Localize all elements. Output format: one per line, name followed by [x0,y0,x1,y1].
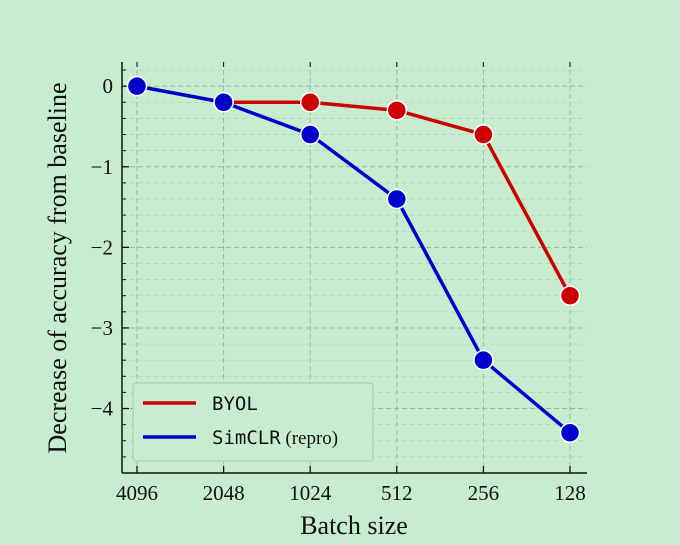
y-tick-label: −3 [91,316,113,340]
y-axis-title: Decrease of accuracy from baseline [43,83,72,454]
data-point [559,422,581,443]
x-tick-label: 128 [554,481,586,505]
series-line [136,84,572,435]
legend: BYOL SimCLR (repro) [132,382,374,462]
axes [121,62,587,474]
series [126,75,581,443]
x-tick-label: 4096 [116,481,158,505]
x-axis-title: Batch size [300,511,408,540]
ticks: 4096 2048 1024 512 256 128 0 −1 −2 −3 −4 [91,62,586,505]
x-tick-label: 1024 [289,481,332,505]
legend-label: SimCLR (repro) [212,427,338,449]
x-tick-label: 512 [381,481,413,505]
x-tick-label: 256 [468,481,500,505]
y-tick-label: 0 [103,74,114,98]
legend-label: BYOL [212,393,258,415]
data-point [126,75,148,97]
series-line [136,84,572,297]
data-point [473,349,494,371]
data-point [386,100,408,121]
y-tick-label: −4 [91,397,114,421]
data-point [386,188,408,210]
grid [122,62,587,474]
data-point [473,124,494,145]
y-tick-label: −1 [91,155,113,179]
data-point [559,285,581,306]
legend-label-main: BYOL [212,393,258,415]
data-point [299,124,321,145]
data-point [213,92,234,113]
legend-label-main: SimCLR [212,427,281,449]
y-tick-label: −2 [91,235,113,259]
data-point [299,92,321,113]
x-tick-label: 2048 [203,481,245,505]
legend-label-suffix: (repro) [281,428,339,449]
